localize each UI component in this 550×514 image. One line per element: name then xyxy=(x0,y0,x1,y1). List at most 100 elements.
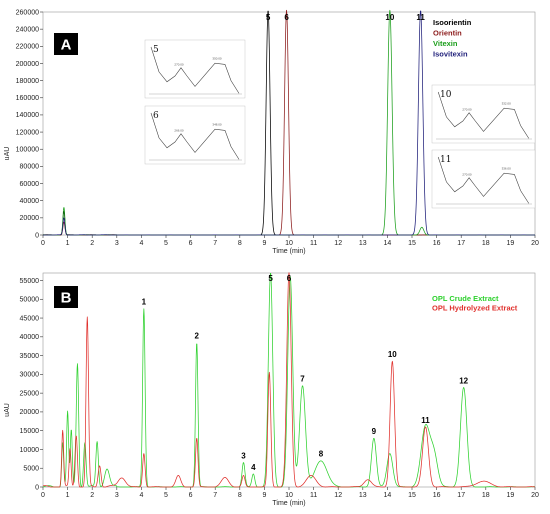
uv-inset-label: 11 xyxy=(440,155,451,165)
y-tick-label: 180000 xyxy=(16,78,39,85)
x-tick-label: 17 xyxy=(457,492,465,499)
panel-badge-label: B xyxy=(61,290,72,307)
y-tick-label: 60000 xyxy=(20,181,40,188)
x-tick-label: 14 xyxy=(384,492,392,499)
legend-entry: Orientin xyxy=(433,29,462,38)
x-tick-label: 13 xyxy=(359,492,367,499)
uv-inset-label: 10 xyxy=(440,90,452,100)
y-axis-title: uAU xyxy=(4,403,11,417)
y-tick-label: 30000 xyxy=(20,372,40,379)
y-tick-label: 10000 xyxy=(20,447,40,454)
uv-inset xyxy=(144,39,246,99)
y-tick-label: 200000 xyxy=(16,61,39,68)
x-tick-label: 20 xyxy=(531,240,539,247)
peak-label: 9 xyxy=(372,427,377,436)
panel-a: 0 20000 40000 60000 80000 100000 120000 140000 1… xyxy=(4,9,539,255)
peak-label: 5 xyxy=(268,274,273,283)
x-tick-label: 18 xyxy=(482,240,490,247)
x-tick-label: 0 xyxy=(41,492,45,499)
x-tick-label: 4 xyxy=(139,240,143,247)
peak-label: 2 xyxy=(195,331,200,340)
legend-entry: Vitexin xyxy=(433,39,458,48)
x-tick-label: 10 xyxy=(285,240,293,247)
peak-label: 12 xyxy=(459,377,468,386)
legend-entry: Isovitexin xyxy=(433,50,468,59)
uv-inset-tick: 332.00 xyxy=(502,102,512,106)
y-tick-label: 0 xyxy=(35,484,39,491)
y-tick-label: 35000 xyxy=(20,353,40,360)
x-axis-title: Time (min) xyxy=(272,248,305,255)
y-tick-label: 120000 xyxy=(16,129,39,136)
panel-b: 0 5000 10000 15000 20000 25000 30000 35000 40000… xyxy=(4,272,539,507)
uv-inset-label: 5 xyxy=(153,45,159,55)
x-tick-label: 15 xyxy=(408,240,416,247)
x-tick-label: 16 xyxy=(433,492,441,499)
y-tick-label: 160000 xyxy=(16,95,39,102)
x-tick-label: 1 xyxy=(66,240,70,247)
x-tick-label: 5 xyxy=(164,240,168,247)
x-tick-label: 20 xyxy=(531,492,539,499)
x-tick-label: 7 xyxy=(213,240,217,247)
uv-inset-tick: 348.00 xyxy=(212,123,222,127)
x-tick-label: 3 xyxy=(115,492,119,499)
x-tick-label: 11 xyxy=(310,240,317,247)
uv-inset-tick: 266.00 xyxy=(174,129,184,133)
x-tick-label: 15 xyxy=(408,492,416,499)
uv-inset-tick: 350.00 xyxy=(212,57,222,61)
x-tick-label: 14 xyxy=(384,240,392,247)
y-tick-label: 240000 xyxy=(16,26,39,33)
uv-spectrum-line xyxy=(150,46,240,94)
peak-label: 10 xyxy=(388,350,397,359)
y-tick-label: 260000 xyxy=(16,9,39,16)
peak-label: 10 xyxy=(385,13,394,22)
x-tick-label: 12 xyxy=(334,240,342,247)
y-tick-label: 25000 xyxy=(20,390,40,397)
y-tick-label: 5000 xyxy=(23,466,39,473)
uv-inset-tick: 270.00 xyxy=(174,63,184,67)
x-tick-label: 13 xyxy=(359,240,367,247)
peak-label: 7 xyxy=(300,375,305,384)
legend-entry: OPL Crude Extract xyxy=(432,294,499,303)
x-tick-label: 19 xyxy=(507,492,515,499)
y-tick-label: 40000 xyxy=(20,334,40,341)
y-tick-label: 15000 xyxy=(20,428,40,435)
x-tick-label: 8 xyxy=(238,240,242,247)
y-axis-title: uAU xyxy=(4,147,11,161)
y-tick-label: 100000 xyxy=(16,147,39,154)
x-tick-label: 3 xyxy=(115,240,119,247)
panel-badge-label: A xyxy=(61,37,72,54)
y-tick-label: 55000 xyxy=(20,278,40,285)
y-tick-label: 220000 xyxy=(16,44,39,51)
x-tick-label: 9 xyxy=(262,240,266,247)
peak-label: 4 xyxy=(251,463,256,472)
y-tick-label: 20000 xyxy=(20,409,40,416)
uv-inset xyxy=(431,84,536,144)
peak-label: 6 xyxy=(287,274,292,283)
legend-entry: OPL Hydrolyzed Extract xyxy=(432,304,518,313)
x-tick-label: 6 xyxy=(189,240,193,247)
series-line xyxy=(42,272,536,488)
x-tick-label: 2 xyxy=(90,240,94,247)
x-tick-label: 8 xyxy=(238,492,242,499)
uv-inset-tick: 270.00 xyxy=(462,173,472,177)
x-axis-title: Time (min) xyxy=(272,500,305,507)
x-tick-label: 0 xyxy=(41,240,45,247)
peak-label: 8 xyxy=(319,450,324,459)
y-tick-label: 0 xyxy=(35,232,39,239)
x-tick-label: 5 xyxy=(164,492,168,499)
y-tick-label: 40000 xyxy=(20,198,40,205)
x-tick-label: 9 xyxy=(262,492,266,499)
x-tick-label: 7 xyxy=(213,492,217,499)
x-tick-label: 11 xyxy=(310,492,317,499)
peak-label: 3 xyxy=(241,452,246,461)
x-tick-label: 4 xyxy=(139,492,143,499)
panel-badge xyxy=(54,33,78,55)
peak-label: 1 xyxy=(142,298,147,307)
uv-spectrum-line xyxy=(437,156,530,204)
uv-spectrum-line xyxy=(437,91,530,139)
y-tick-label: 45000 xyxy=(20,315,40,322)
legend-entry: Isoorientin xyxy=(433,18,472,27)
peak-label: 5 xyxy=(266,13,271,22)
uv-spectrum-line xyxy=(150,112,240,160)
x-tick-label: 6 xyxy=(189,492,193,499)
